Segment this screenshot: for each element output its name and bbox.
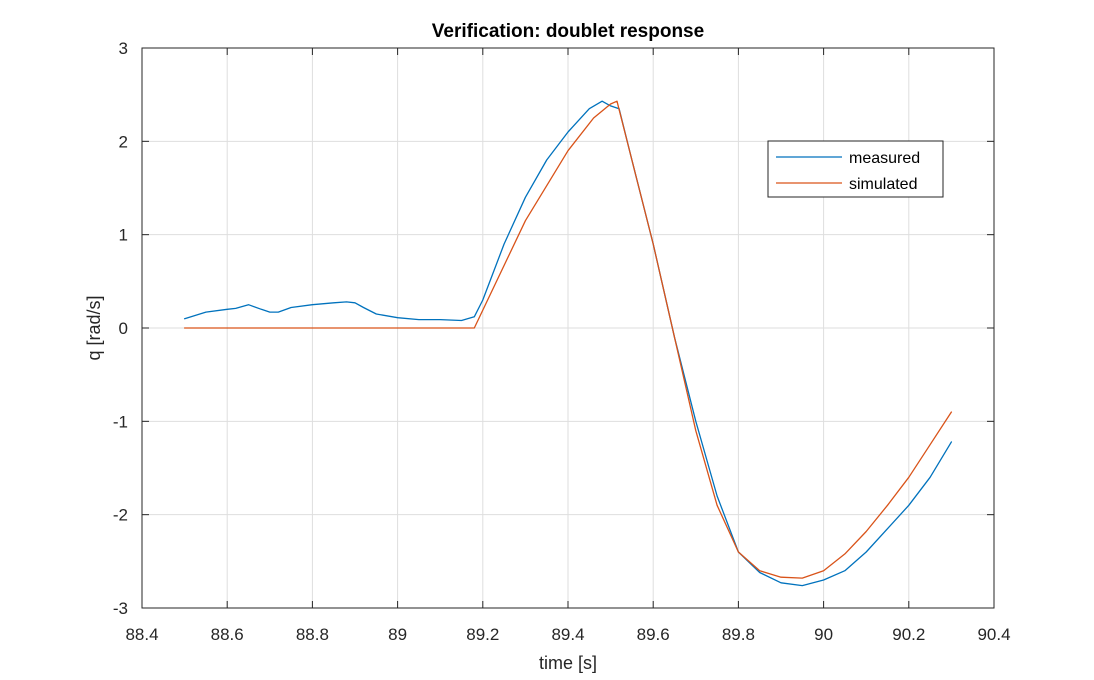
x-tick-label: 89.8 <box>722 625 755 644</box>
legend-label-measured: measured <box>849 150 920 167</box>
series-layer <box>183 100 953 587</box>
legend: measured simulated <box>767 140 944 198</box>
legend-label-simulated: simulated <box>849 176 917 193</box>
y-tick-label: 3 <box>119 39 128 58</box>
x-tick-label: 89 <box>388 625 407 644</box>
series-line-simulated <box>183 100 953 579</box>
series-line-measured <box>183 100 953 587</box>
chart-title: Verification: doublet response <box>432 21 704 42</box>
x-tick-label: 88.6 <box>211 625 244 644</box>
y-tick-label: 0 <box>119 319 128 338</box>
y-tick-label: 2 <box>119 132 128 151</box>
y-tick-label: 1 <box>119 226 128 245</box>
x-tick-label: 89.2 <box>466 625 499 644</box>
y-tick-label: -1 <box>113 412 128 431</box>
x-tick-label: 90 <box>814 625 833 644</box>
x-tick-label: 88.4 <box>125 625 158 644</box>
x-tick-label: 90.2 <box>892 625 925 644</box>
y-axis-label: q [rad/s] <box>84 295 104 360</box>
y-tick-label: -2 <box>113 506 128 525</box>
ticks: 88.4 88.6 88.8 89 89.2 89.4 89.6 89.8 90 90.2 90.4… <box>113 39 1011 644</box>
y-tick-label: -3 <box>113 599 128 618</box>
legend-box <box>767 140 944 198</box>
x-axis-label: time [s] <box>539 653 597 673</box>
x-tick-label: 89.4 <box>551 625 584 644</box>
x-tick-label: 89.6 <box>637 625 670 644</box>
x-tick-label: 90.4 <box>977 625 1010 644</box>
x-tick-label: 88.8 <box>296 625 329 644</box>
